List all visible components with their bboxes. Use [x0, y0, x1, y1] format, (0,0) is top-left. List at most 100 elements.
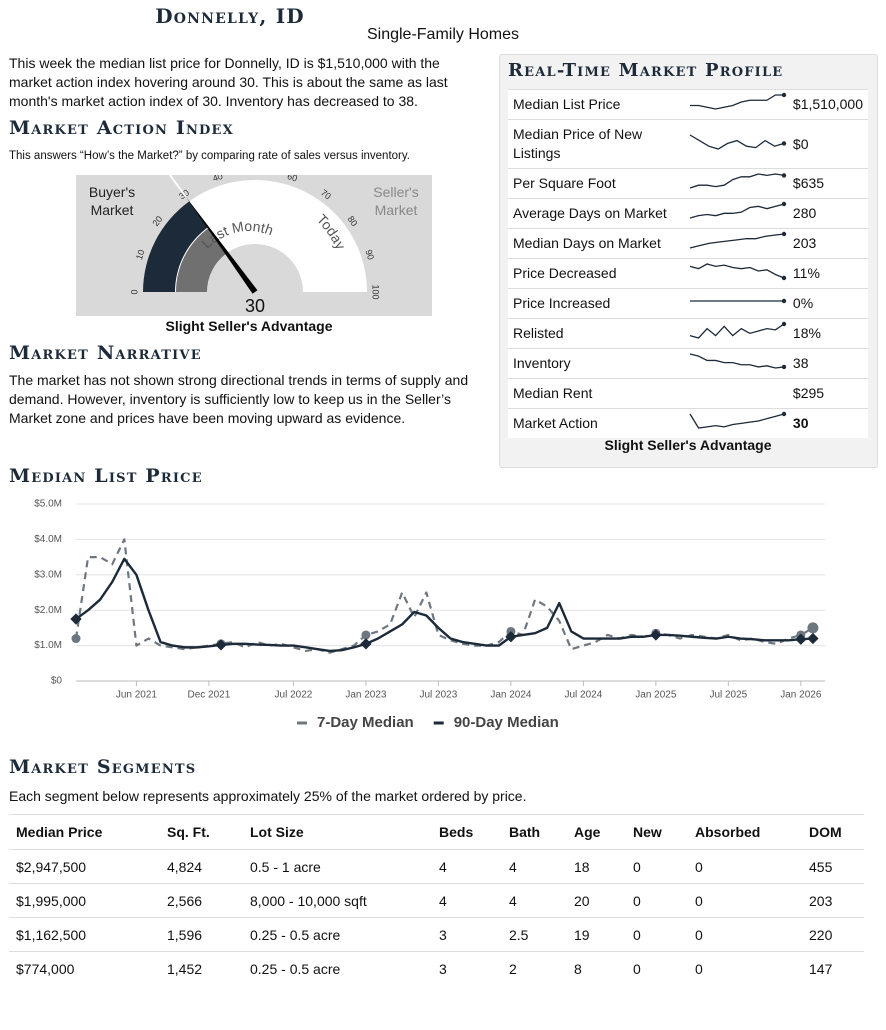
table-row: $2,947,500 4,824 0.5 - 1 acre 4 4 18 0 0 455 [9, 849, 864, 884]
profile-value: $0 [787, 119, 868, 169]
table-cell: $2,947,500 [9, 849, 160, 884]
table-cell: 0 [626, 849, 688, 884]
x-tick-label: Jan 2025 [635, 690, 677, 701]
profile-row: Market Action 30 [508, 408, 868, 438]
gauge-today-arc [143, 201, 208, 292]
sparkline-path [689, 323, 785, 339]
table-cell: $1,995,000 [9, 883, 160, 918]
profile-value: 30 [787, 408, 868, 438]
profile-spark-cell [687, 318, 788, 349]
column-header: Lot Size [243, 814, 432, 850]
sparkline-end [781, 411, 787, 417]
sparkline-end [781, 140, 787, 146]
gauge-tick-label: 70 [319, 187, 333, 201]
table-row: $1,162,500 1,596 0.25 - 0.5 acre 3 2.5 19 0 0 22… [9, 917, 864, 952]
x-tick-label: Jul 2023 [420, 690, 458, 701]
profile-spark-cell [687, 228, 788, 259]
description: This answers “How’s the Market?” by comp… [9, 150, 410, 162]
profile-value: 18% [787, 318, 868, 349]
sparkline-path [689, 94, 784, 110]
profile-row: Median List Price $1,510,000 [508, 89, 868, 120]
profile-spark-cell [687, 168, 788, 199]
profile-value: 0% [787, 288, 868, 319]
profile-row: Relisted 18% [508, 318, 868, 349]
column-header: Absorbed [688, 814, 802, 850]
table-cell: 0 [626, 917, 688, 952]
profile-label: Relisted [508, 318, 688, 349]
sparkline-path [689, 173, 785, 189]
table-cell: 0 [688, 883, 802, 918]
section-heading: Market Action Index [9, 117, 234, 139]
buyers-label: Buyer's Market [89, 184, 135, 218]
sparkline-end [781, 173, 787, 178]
column-header: DOM [802, 814, 864, 850]
table-cell: 8,000 - 10,000 sqft [243, 883, 432, 918]
table-cell: 1,596 [160, 917, 243, 952]
subtitle: Single-Family Homes [366, 26, 520, 43]
profile-spark-cell [687, 258, 788, 289]
profile-row: Per Square Foot $635 [508, 168, 868, 199]
gauge-tick-label: 100 [371, 284, 381, 299]
series-marker [361, 630, 371, 640]
profile-footer: Slight Seller's Advantage [604, 437, 772, 453]
profile-spark-cell [687, 119, 788, 169]
buyers-label-2: Market [91, 202, 134, 218]
column-header: Sq. Ft. [160, 814, 243, 850]
y-tick-label: $5.0M [34, 499, 62, 510]
profile-value: $1,510,000 [787, 89, 868, 120]
sparkline [689, 298, 787, 304]
profile-spark-cell [687, 288, 788, 319]
column-header: New [626, 814, 688, 850]
table-cell: 3 [432, 917, 502, 952]
sparkline-path [689, 413, 785, 429]
y-tick-label: $1.0M [34, 640, 62, 651]
y-tick-label: $0 [51, 676, 63, 687]
series-marker [215, 639, 227, 651]
table-cell: 0 [626, 951, 688, 985]
table-cell: 2,566 [160, 883, 243, 918]
description: Each segment below represents approximat… [9, 788, 527, 804]
legend-label: 7-Day Median [317, 714, 414, 731]
profile-value: 38 [787, 348, 868, 379]
x-tick-label: Jul 2024 [564, 690, 602, 701]
section-heading: Market Segments [9, 756, 197, 778]
sellers-label-2: Market [375, 202, 418, 218]
gauge-tick-label: 0 [129, 289, 139, 294]
profile-spark-cell [687, 198, 788, 229]
gauge-needle [185, 196, 258, 294]
series-marker [71, 634, 81, 644]
column-header: Age [567, 814, 626, 850]
series-marker [807, 632, 819, 645]
profile-table: Median List Price $1,510,000 Median Price … [508, 89, 868, 438]
x-tick-label: Dec 2021 [187, 690, 230, 701]
table-row: $1,995,000 2,566 8,000 - 10,000 sqft 4 4 20 0 0… [9, 883, 864, 918]
chart: $0 $1.0M $2.0M $3.0M $4.0M $5.0M Jun 2021 Dec 2… [34, 499, 825, 731]
sparkline-end [781, 231, 787, 237]
sellers-label-1: Seller's [373, 184, 418, 200]
gauge-divider [168, 175, 187, 198]
y-tick-label: $2.0M [34, 605, 62, 616]
table-cell: 0 [626, 883, 688, 918]
table-body: $2,947,500 4,824 0.5 - 1 acre 4 4 18 0 0 455 $1,9… [9, 849, 864, 985]
sparkline [689, 92, 787, 110]
gauge-tick-label: 80 [346, 214, 360, 228]
gauge-tick-label: 60 [286, 175, 299, 184]
gauge-tick-label: 10 [134, 248, 147, 261]
gauge-value: 30 [245, 296, 265, 316]
y-tick-label: $4.0M [34, 534, 62, 545]
table-cell: 203 [802, 883, 864, 918]
x-tick-label: Jul 2025 [709, 690, 747, 701]
profile-value: $295 [787, 378, 868, 409]
sparkline-path [689, 203, 785, 219]
table-cell: 18 [567, 849, 626, 884]
profile-row: Price Increased 0% [508, 288, 868, 319]
table-cell: $774,000 [9, 951, 160, 985]
column-header: Beds [432, 814, 502, 850]
series-marker [650, 629, 662, 641]
sparkline [689, 263, 787, 281]
profile-row: Inventory 38 [508, 348, 868, 379]
table-cell: 4,824 [160, 849, 243, 884]
sparkline-path [689, 233, 785, 249]
profile-label: Market Action [508, 408, 688, 438]
